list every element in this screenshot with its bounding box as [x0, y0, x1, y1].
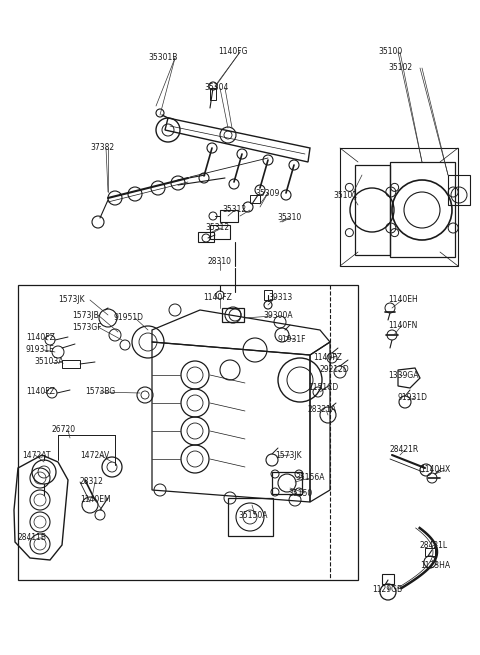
Bar [250, 195, 260, 203]
Text: 28321A: 28321A [308, 405, 337, 415]
Text: 1573JK: 1573JK [275, 451, 301, 460]
Text: 1123HA: 1123HA [420, 561, 450, 569]
Text: 28411B: 28411B [18, 534, 47, 542]
Text: 39313: 39313 [268, 293, 292, 303]
Text: 35100: 35100 [378, 48, 402, 56]
Text: 91931F: 91931F [278, 335, 307, 345]
Text: 35101: 35101 [333, 191, 357, 200]
Bar [210, 225, 230, 239]
Text: 1140FZ: 1140FZ [313, 352, 342, 362]
Text: 39300A: 39300A [263, 312, 293, 320]
Bar [264, 290, 272, 300]
Text: 35103A: 35103A [34, 358, 63, 367]
Bar [390, 162, 455, 257]
Bar [425, 548, 435, 556]
Text: 1573BG: 1573BG [85, 388, 115, 396]
Text: 29212D: 29212D [320, 365, 350, 375]
Text: 1573JK: 1573JK [58, 295, 84, 305]
Bar [62, 360, 80, 368]
Text: 1140EM: 1140EM [80, 495, 110, 504]
Text: 91931D: 91931D [398, 394, 428, 403]
Text: 1573GF: 1573GF [72, 322, 102, 331]
Text: 28421R: 28421R [390, 445, 419, 455]
Text: 35150A: 35150A [238, 510, 267, 519]
Bar [220, 210, 238, 222]
Bar [382, 574, 394, 584]
Text: 1140HX: 1140HX [420, 466, 450, 474]
Text: 1140FZ: 1140FZ [26, 333, 55, 343]
Bar [210, 88, 216, 100]
Bar [18, 285, 358, 580]
Text: 1151CD: 1151CD [308, 383, 338, 392]
Text: 28421L: 28421L [420, 540, 448, 550]
Text: 35310: 35310 [277, 214, 301, 223]
Text: 1140EH: 1140EH [388, 295, 418, 305]
Text: 26720: 26720 [52, 426, 76, 434]
Text: 35309: 35309 [255, 189, 279, 198]
Text: 35156A: 35156A [295, 474, 324, 483]
Bar [448, 175, 470, 205]
Bar [340, 148, 458, 266]
Text: 28312: 28312 [80, 477, 104, 487]
Text: 1140FN: 1140FN [388, 320, 418, 329]
Text: 35312: 35312 [222, 206, 246, 214]
Text: 1140FZ: 1140FZ [26, 388, 55, 396]
Text: 35312: 35312 [205, 223, 229, 233]
Text: 1339GA: 1339GA [388, 371, 419, 379]
Text: 1140FG: 1140FG [218, 48, 248, 56]
Bar [228, 498, 273, 536]
Text: 91951D: 91951D [114, 314, 144, 322]
Text: 1472AT: 1472AT [22, 451, 50, 460]
Text: 37382: 37382 [90, 143, 114, 153]
Text: 1129GB: 1129GB [372, 586, 402, 595]
Bar [222, 308, 244, 322]
Text: 1573JB: 1573JB [72, 310, 99, 320]
Text: 35304: 35304 [204, 83, 228, 92]
Text: 28310: 28310 [208, 257, 232, 267]
Text: 1472AV: 1472AV [80, 451, 109, 460]
Text: 1140FZ: 1140FZ [203, 293, 232, 303]
Text: 35150: 35150 [288, 489, 312, 498]
Text: 35301B: 35301B [148, 54, 178, 62]
Text: 91931E: 91931E [26, 345, 55, 354]
Bar [272, 472, 302, 494]
Bar [355, 165, 390, 255]
Bar [198, 232, 214, 242]
Text: 35102: 35102 [388, 64, 412, 73]
